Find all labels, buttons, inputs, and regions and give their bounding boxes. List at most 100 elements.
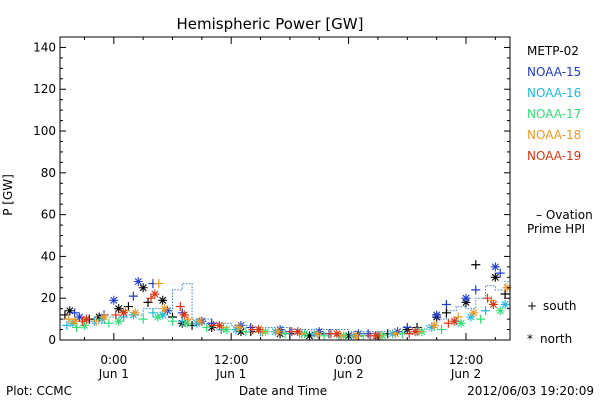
point-north [133, 276, 143, 286]
point-north [114, 304, 124, 314]
point-north [130, 308, 140, 318]
point-north [150, 289, 160, 299]
north-symbol: * [527, 332, 533, 346]
legend-entry: NOAA-19 [527, 149, 581, 163]
point-north [254, 325, 264, 335]
point-north [490, 262, 500, 272]
point-south [202, 322, 212, 332]
point-south [111, 310, 121, 320]
point-south [146, 293, 156, 303]
point-north [179, 310, 189, 320]
point-south [476, 314, 486, 324]
y-axis-label: P [GW] [1, 174, 15, 216]
point-north [488, 299, 498, 309]
point-north [293, 327, 303, 337]
point-south [104, 318, 114, 328]
point-north [153, 312, 163, 322]
point-north [371, 331, 381, 341]
y-tick-label: 80 [41, 166, 56, 180]
point-south [437, 325, 447, 335]
point-north [109, 295, 119, 305]
plot-frame [59, 36, 511, 341]
point-south [483, 293, 492, 303]
point-south [363, 329, 373, 339]
point-south [72, 322, 82, 332]
point-south [471, 285, 481, 295]
marker-legend-north: * north [527, 332, 572, 346]
point-north [391, 329, 401, 339]
point-north [65, 306, 75, 316]
point-south [500, 289, 510, 299]
point-north [192, 318, 202, 328]
point-north [114, 316, 124, 326]
point-north [138, 283, 148, 293]
footer-timestamp: 2012/06/03 19:20:09 [467, 384, 594, 398]
point-north [231, 325, 241, 335]
point-north [75, 312, 85, 322]
point-north [469, 308, 479, 318]
point-south [70, 308, 80, 318]
point-south [402, 322, 412, 332]
point-south [64, 314, 74, 324]
marker-legend-south: + south [527, 299, 577, 313]
point-south [78, 316, 87, 326]
point-north [182, 318, 192, 328]
x-axis-label: Date and Time [239, 384, 327, 398]
north-label: north [540, 332, 572, 346]
point-north [160, 304, 170, 314]
point-south [441, 308, 451, 318]
point-south [481, 306, 491, 316]
x-tick-day: Jun 2 [332, 367, 363, 381]
y-tick-label: 0 [48, 333, 56, 347]
y-tick-label: 60 [41, 208, 56, 222]
legend-entry: NOAA-15 [527, 65, 581, 79]
point-north [158, 295, 168, 305]
x-tick-time: 12:00 [449, 353, 484, 367]
point-south [319, 331, 329, 341]
y-tick-label: 20 [41, 291, 56, 305]
point-south [154, 279, 164, 289]
ovation-hpi-line [60, 214, 511, 333]
x-tick-day: Jun 2 [450, 367, 481, 381]
footer-plot-source: Plot: CCMC [6, 384, 72, 398]
legend-entry: NOAA-16 [527, 86, 581, 100]
point-south [148, 308, 158, 318]
point-north [221, 325, 231, 335]
point-north [119, 308, 129, 318]
point-south [336, 331, 346, 341]
point-north [99, 312, 109, 322]
south-symbol: + [527, 299, 537, 313]
point-south [246, 322, 256, 332]
point-south [62, 320, 72, 330]
point-south [218, 322, 228, 332]
ovation-hpi-path [60, 214, 511, 333]
data-points [60, 260, 512, 341]
point-north [304, 331, 314, 341]
south-label: south [543, 299, 577, 313]
series-metp-02 [60, 260, 510, 341]
point-south [183, 314, 193, 324]
legend-entry: METP-02 [527, 44, 579, 58]
point-north [234, 322, 244, 332]
point-south [280, 329, 290, 339]
x-tick-time: 0:00 [335, 353, 362, 367]
ovation-label-line2: Prime HPI [527, 222, 585, 236]
point-north [70, 316, 80, 326]
series-noaa-19 [78, 289, 498, 341]
point-north [195, 316, 205, 326]
ovation-label-line1: – Ovation [536, 208, 593, 222]
point-south [60, 310, 70, 320]
x-tick-time: 0:00 [100, 353, 127, 367]
point-north [332, 329, 342, 339]
point-north [236, 327, 246, 337]
point-south [297, 329, 307, 339]
point-south [138, 314, 148, 324]
y-axis: 0 20 40 60 80 100 120 140 [33, 40, 510, 347]
point-north [456, 318, 466, 328]
point-south [91, 316, 101, 326]
series-noaa-18 [64, 279, 512, 341]
point-south [207, 318, 217, 328]
y-tick-label: 100 [33, 124, 56, 138]
